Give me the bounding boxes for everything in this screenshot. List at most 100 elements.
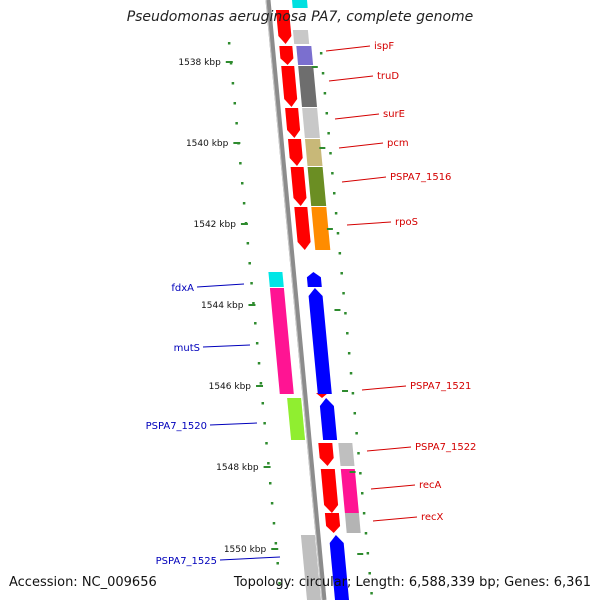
reverse-gene-arrow [308,288,332,394]
reverse-gene-label: PSPA7_1520 [146,421,207,432]
forward-gene-label: truD [377,71,399,82]
tick-dot [368,572,371,575]
tick-dot [252,302,255,305]
tick-dot [272,522,276,525]
cog-blocks [268,0,361,600]
tick-dot [265,442,268,445]
tick-dot [263,422,266,425]
forward-gene-arrow [290,167,307,206]
cog-block [307,167,327,206]
tick-dot [240,182,244,185]
forward-gene-label: rpoS [395,217,418,228]
tick-dot [261,402,265,405]
gene-leader-line [366,446,412,452]
forward-gene-label: pcm [387,138,409,149]
tick-dot [267,462,270,465]
tick-dot [344,312,347,315]
cog-block [302,108,320,138]
tick-dot [250,282,253,285]
tick-dot [255,342,259,345]
tick-dot [353,412,357,415]
gene-leader-line [338,142,384,149]
tick-dot [346,332,349,335]
gene-leader-line [209,422,258,426]
cog-block [298,66,317,107]
tick-dot [248,262,251,265]
gene-leader-line [196,283,245,288]
tick-dot [259,382,263,385]
gene-leader-line [341,176,387,183]
tick-dot [351,392,355,395]
forward-gene-arrow [324,513,341,533]
gene-leader-line [219,556,281,561]
tick-dot [362,512,366,515]
reverse-gene-label: PSPA7_1525 [156,556,217,567]
topology-text: Topology: circular; Length: 6,588,339 bp… [233,575,591,590]
cog-block [338,443,355,466]
gene-leader-line [361,385,407,391]
tick-dot [242,202,246,205]
cog-block [344,513,361,533]
kbp-tick-label: 1546 kbp [209,382,252,392]
reverse-gene-label: mutS [174,343,200,354]
kbp-ticks: 1538 kbp 1540 kbp 1542 kbp 1544 kbp 1546 kbp… [178,58,364,555]
tick-dot [227,42,231,45]
cog-block [292,0,308,8]
cog-block [300,535,321,600]
tick-dot [370,592,373,595]
backbone-line [265,0,327,600]
reverse-gene-arrow [329,535,349,600]
tick-dot [235,122,238,125]
tick-dot [233,102,237,105]
tick-dot [364,532,368,535]
reverse-gene-arrow [306,272,322,287]
tick-dot [229,62,233,65]
tick-dot [332,192,336,195]
forward-gene-arrow [288,139,303,166]
forward-gene-arrow [294,207,311,250]
tick-dot [325,112,329,115]
tick-dot [342,292,345,295]
gene-leader-line [334,113,380,120]
cog-block [268,272,284,287]
forward-gene-label: PSPA7_1522 [415,442,476,453]
tick-dot [355,432,358,435]
forward-gene-label: recA [419,480,442,491]
gene-leader-line [346,221,392,226]
accession-text: Accession: NC_009656 [9,575,157,590]
forward-gene-arrow [275,10,292,44]
kbp-tick-label: 1544 kbp [201,301,244,311]
tick-dot [327,132,330,135]
tick-dot [340,272,343,275]
tick-dot [270,502,274,505]
kbp-tick-label: 1540 kbp [186,139,229,149]
tick-dot [268,482,272,485]
cog-block [292,30,310,44]
tick-dot [319,52,323,55]
forward-gene-arrow [320,469,339,513]
tick-dot [254,322,257,325]
gene-leader-line [372,516,418,522]
tick-dots [227,42,373,595]
gene-leader-line [325,45,371,52]
tick-dot [366,552,370,555]
tick-dot [231,82,235,85]
cog-block [296,46,314,65]
cog-block [287,398,306,440]
tick-dot [323,92,327,95]
tick-dot [334,212,338,215]
tick-dot [246,242,250,245]
tick-dot [257,362,261,365]
tick-dot [276,562,279,565]
forward-gene-arrow [285,108,301,138]
tick-dot [336,232,340,235]
forward-gene-label: surE [383,109,405,120]
forward-gene-label: ispF [374,41,394,52]
gene-leader-line [370,484,416,490]
gene-arrows [275,10,349,600]
tick-dot [357,452,360,455]
tick-dot [360,492,364,495]
cog-block [311,207,331,250]
tick-dot [331,172,334,175]
